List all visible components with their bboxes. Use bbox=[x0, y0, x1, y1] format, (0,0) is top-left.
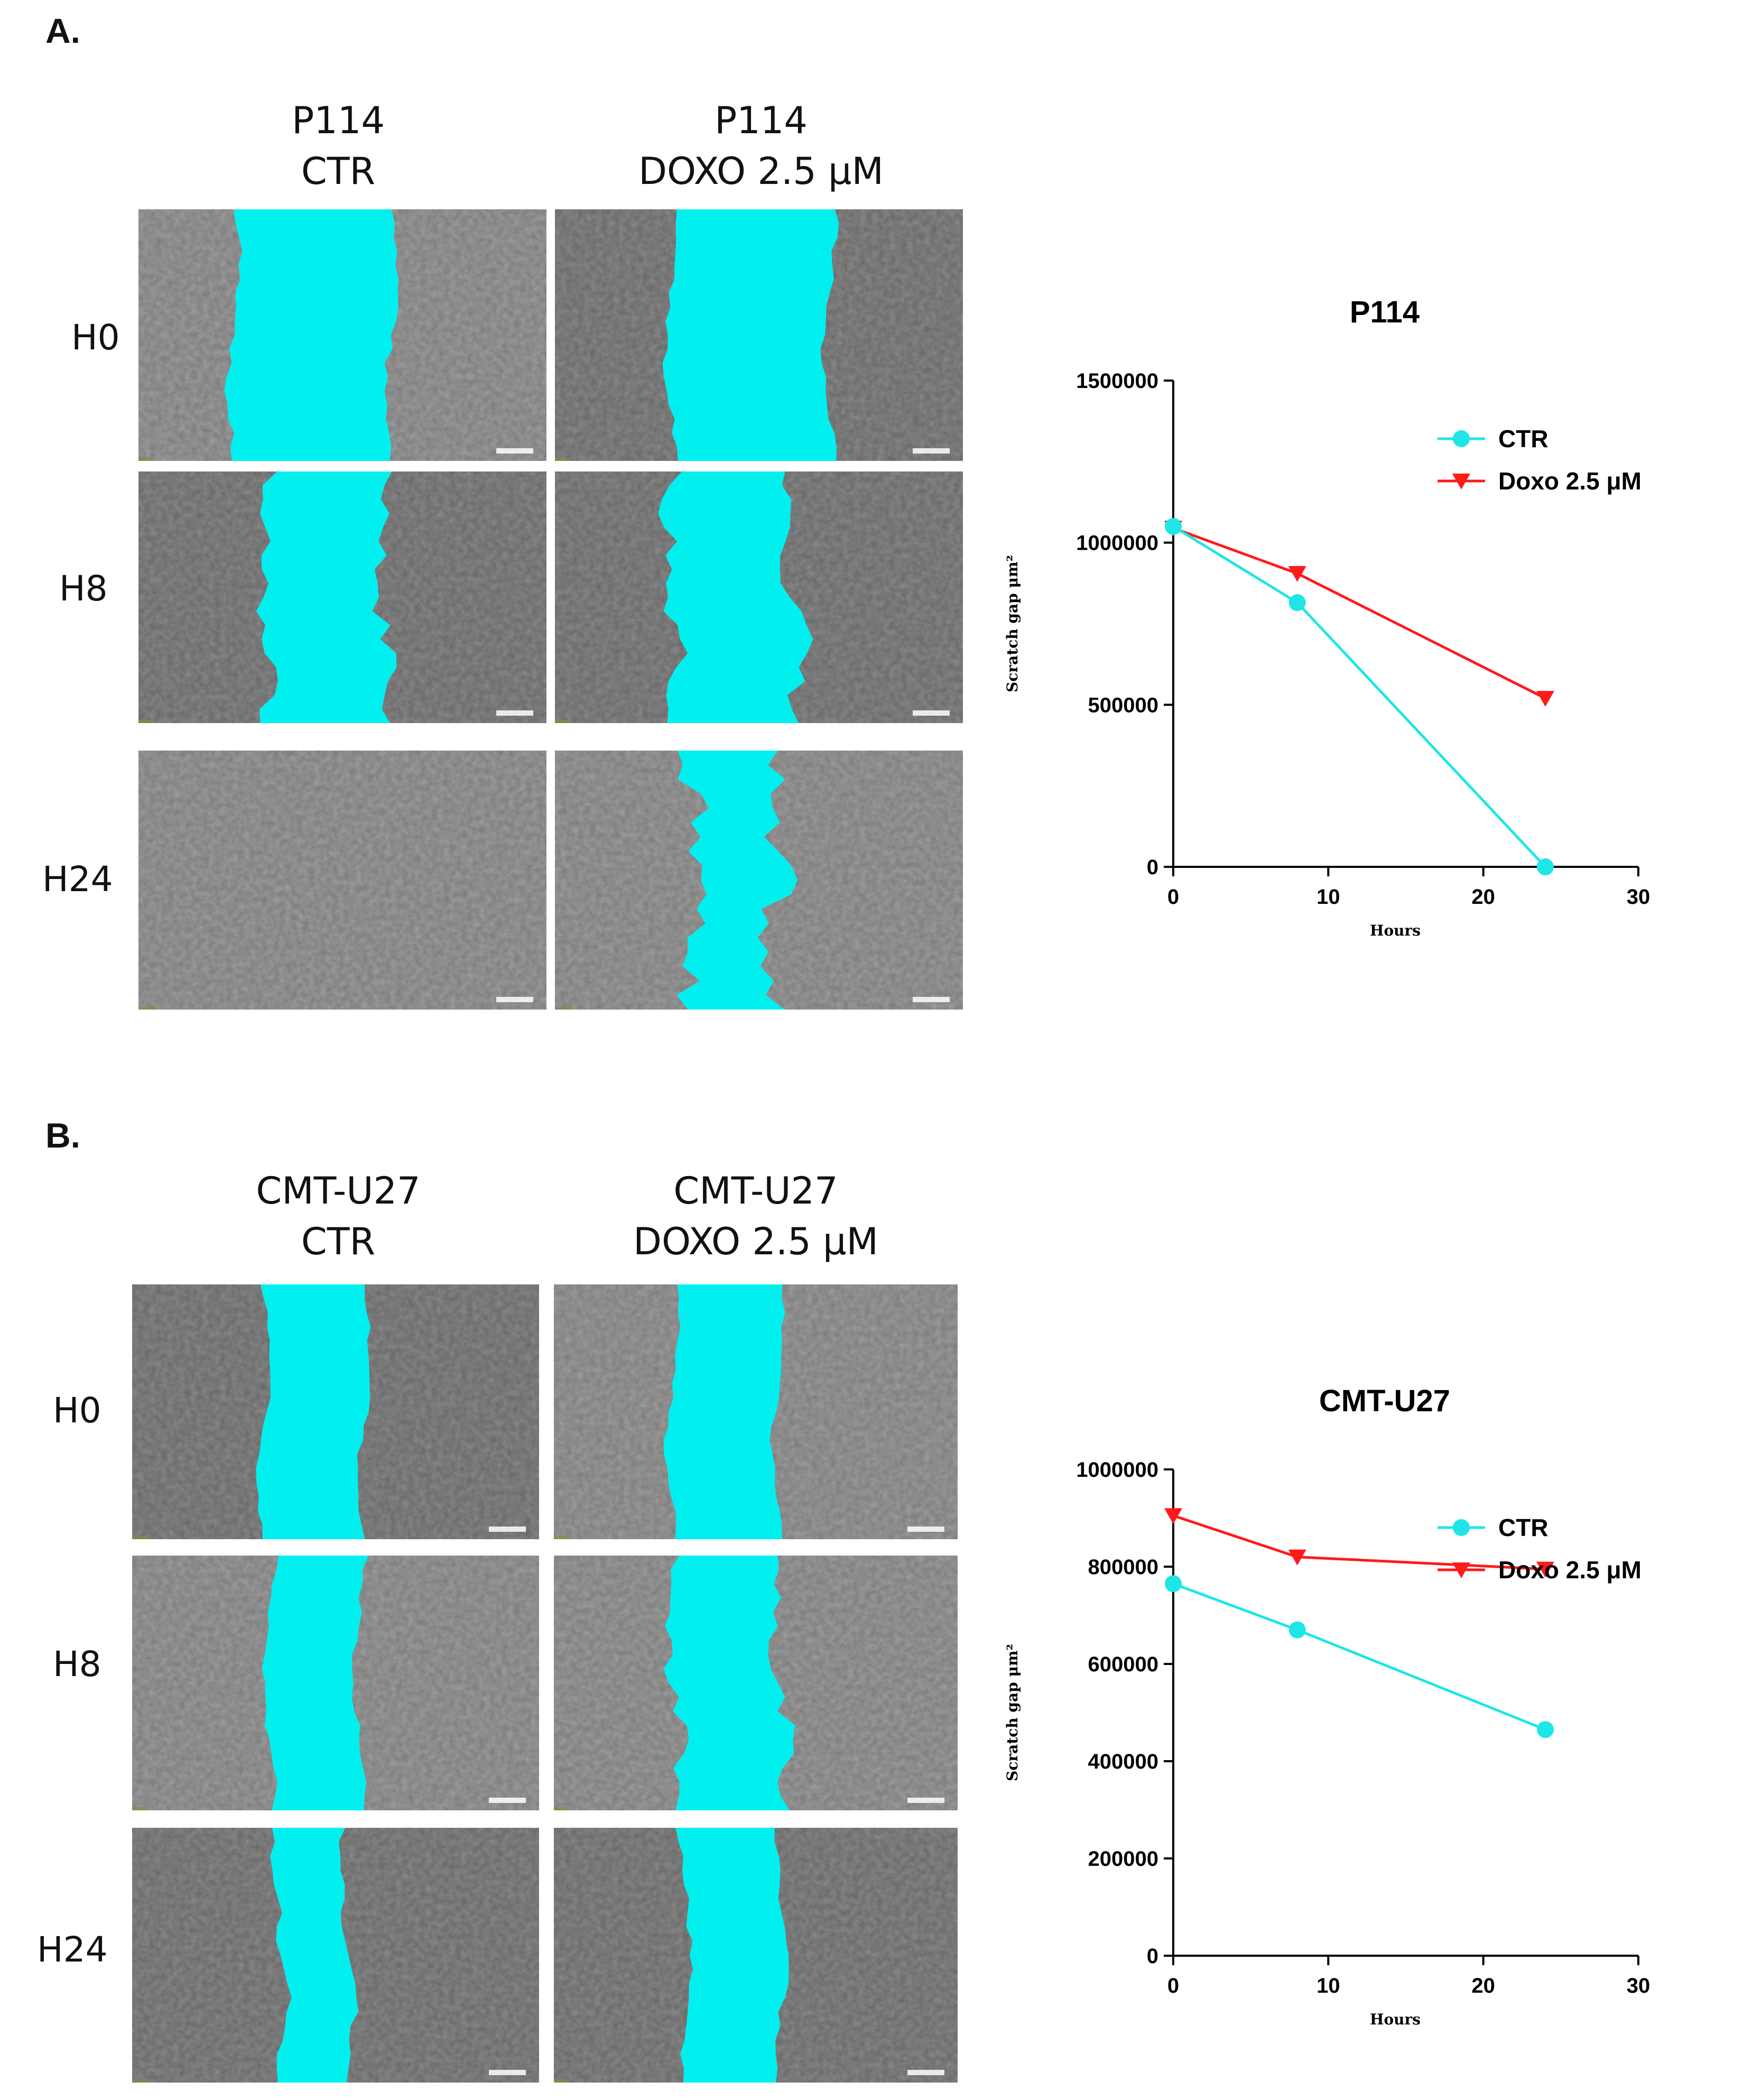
micrograph-b-ctr-h0 bbox=[132, 1284, 539, 1539]
cmt-u27-chart-point-1-2 bbox=[1536, 1561, 1554, 1578]
cmt-u27-chart-x-axis-label: Hours bbox=[1370, 2011, 1421, 2028]
micrograph-a-ctr-h8 bbox=[138, 471, 546, 723]
p114-chart-x-tick-label: 10 bbox=[1316, 885, 1340, 909]
cmt-u27-chart-legend-label-1: Doxo 2.5 μM bbox=[1498, 1556, 1642, 1584]
col-title-line2: CTR bbox=[301, 150, 376, 193]
panel-b-col1-title: CMT-U27 CTR bbox=[201, 1165, 476, 1267]
p114-chart-point-1-1 bbox=[1288, 566, 1306, 582]
cmt-u27-chart-y-tick-label: 400000 bbox=[1088, 1750, 1158, 1773]
panel-a-col1-title: P114 CTR bbox=[206, 95, 470, 197]
micrograph-b-doxo-h24 bbox=[554, 1828, 958, 2083]
cmt-u27-chart-point-0-0 bbox=[1165, 1575, 1182, 1593]
micrograph-a-doxo-h8 bbox=[555, 471, 963, 723]
cmt-u27-chart-legend-marker-1 bbox=[1452, 1562, 1470, 1578]
cmt-u27-chart-series-line-1 bbox=[1173, 1514, 1546, 1571]
cmt-u27-chart-x-tick-label: 10 bbox=[1316, 1974, 1340, 1997]
micrograph-a-ctr-h0 bbox=[138, 209, 546, 461]
p114-chart-series-line-1 bbox=[1173, 526, 1546, 700]
col-title-line2: DOXO 2.5 μM bbox=[633, 1220, 878, 1263]
panel-a-row-h8: H8 bbox=[59, 568, 108, 609]
micrograph-b-ctr-h8 bbox=[132, 1556, 539, 1810]
panel-b-row-h0: H0 bbox=[53, 1390, 101, 1431]
p114-chart-y-tick-label: 500000 bbox=[1088, 693, 1158, 717]
cmt-u27-chart-y-tick-label: 0 bbox=[1147, 1945, 1158, 1968]
panel-b-row-h8: H8 bbox=[53, 1644, 101, 1685]
p114-chart-point-0-2 bbox=[1537, 858, 1554, 875]
panel-b-label: B. bbox=[45, 1116, 80, 1155]
cmt-u27-chart-series-line-0 bbox=[1173, 1582, 1546, 1731]
col-title-line1: P114 bbox=[715, 99, 808, 142]
col-title-line1: CMT-U27 bbox=[256, 1169, 421, 1213]
micrograph-b-doxo-h8 bbox=[554, 1556, 958, 1810]
cmt-u27-chart-y-axis-label: Scratch gap μm² bbox=[1004, 1644, 1021, 1781]
cmt-u27-chart-legend-marker-0 bbox=[1453, 1519, 1470, 1536]
panel-a-label: A. bbox=[45, 11, 80, 50]
cmt-u27-chart-x-tick-label: 20 bbox=[1471, 1974, 1495, 1997]
col-title-line1: P114 bbox=[292, 99, 385, 142]
chart-cmt-u27: CMT-U27 0 200000 400000 600000 800000 1000000 0… bbox=[1004, 1384, 1650, 2028]
panel-b-row-h24: H24 bbox=[37, 1929, 108, 1970]
micrograph-a-doxo-h0 bbox=[555, 209, 963, 461]
cmt-u27-chart-x-tick-label: 30 bbox=[1627, 1974, 1650, 1997]
cmt-u27-chart-y-tick-label: 600000 bbox=[1088, 1653, 1158, 1676]
cmt-u27-chart-x-tick-label: 0 bbox=[1167, 1974, 1179, 1997]
p114-chart-point-0-1 bbox=[1288, 594, 1306, 612]
micrograph-b-ctr-h24 bbox=[132, 1828, 539, 2083]
p114-chart-x-axis-label: Hours bbox=[1370, 922, 1421, 939]
panel-b-col2-title: CMT-U27 DOXO 2.5 μM bbox=[592, 1165, 920, 1267]
p114-chart-y-tick-label: 1500000 bbox=[1076, 369, 1158, 393]
micrograph-a-doxo-h24 bbox=[555, 751, 963, 1010]
col-title-line1: CMT-U27 bbox=[673, 1169, 838, 1213]
panel-a-row-h24: H24 bbox=[42, 859, 113, 900]
p114-chart-legend-marker-1 bbox=[1452, 474, 1470, 489]
p114-chart-legend-marker-0 bbox=[1453, 430, 1470, 447]
chart-p114: P114 0 500000 1000000 1500000 0 10 20 30 Hours Scr… bbox=[1004, 295, 1650, 939]
cmt-u27-chart-point-0-2 bbox=[1537, 1721, 1554, 1738]
cmt-u27-chart-y-tick-label: 800000 bbox=[1088, 1556, 1158, 1579]
panel-a-col2-title: P114 DOXO 2.5 μM bbox=[602, 95, 920, 197]
p114-chart-x-tick-label: 30 bbox=[1627, 885, 1650, 909]
col-title-line2: DOXO 2.5 μM bbox=[638, 150, 884, 193]
p114-chart-y-tick-label: 0 bbox=[1147, 856, 1158, 879]
cmt-u27-chart-point-0-1 bbox=[1288, 1621, 1306, 1639]
cmt-u27-chart-title: CMT-U27 bbox=[1319, 1384, 1450, 1418]
cmt-u27-chart-y-tick-label: 200000 bbox=[1088, 1847, 1158, 1871]
p114-chart-y-axis-label: Scratch gap μm² bbox=[1004, 555, 1021, 692]
cmt-u27-chart-point-1-1 bbox=[1288, 1549, 1306, 1566]
p114-chart-legend-label-1: Doxo 2.5 μM bbox=[1498, 467, 1642, 495]
p114-chart-series-line-0 bbox=[1172, 525, 1546, 868]
cmt-u27-chart-point-1-0 bbox=[1164, 1508, 1182, 1524]
p114-chart-x-tick-label: 20 bbox=[1471, 885, 1495, 909]
p114-chart-title: P114 bbox=[1350, 295, 1420, 329]
p114-chart-x-tick-label: 0 bbox=[1167, 885, 1179, 909]
micrograph-b-doxo-h0 bbox=[554, 1284, 958, 1539]
cmt-u27-chart-legend-label-0: CTR bbox=[1498, 1514, 1548, 1541]
col-title-line2: CTR bbox=[301, 1220, 376, 1263]
micrograph-a-ctr-h24 bbox=[138, 751, 546, 1010]
cmt-u27-chart-y-tick-label: 1000000 bbox=[1076, 1458, 1158, 1482]
p114-chart-point-0-0 bbox=[1165, 518, 1182, 535]
p114-chart-legend-label-0: CTR bbox=[1498, 425, 1548, 452]
panel-a-row-h0: H0 bbox=[71, 317, 120, 358]
p114-chart-point-1-2 bbox=[1536, 691, 1554, 707]
p114-chart-y-tick-label: 1000000 bbox=[1076, 532, 1158, 555]
